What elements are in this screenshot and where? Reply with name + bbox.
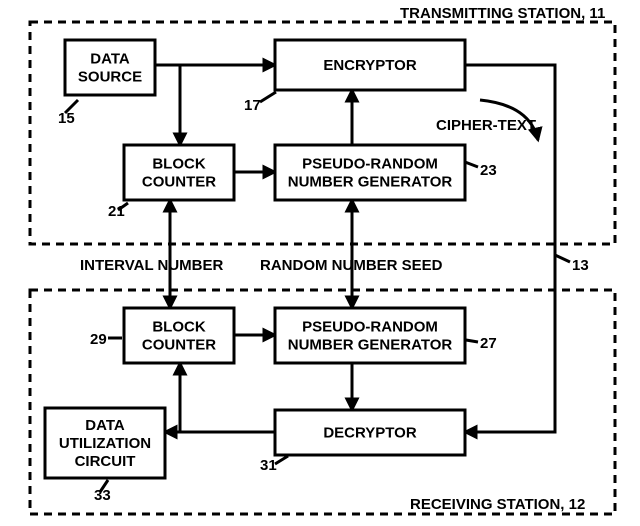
ref-data_source: 15 xyxy=(58,110,75,127)
ref-lead-channel xyxy=(555,255,570,262)
ref-block_counter_tx: 21 xyxy=(108,203,125,220)
container-title-tx: TRANSMITTING STATION, 11 xyxy=(400,5,605,22)
node-label-data_source: DATA xyxy=(90,51,130,68)
node-label-decryptor: DECRYPTOR xyxy=(323,425,417,442)
ref-lead-decryptor xyxy=(275,456,288,464)
node-block_counter_rx xyxy=(124,308,234,363)
text-label-2: RANDOM NUMBER SEED xyxy=(260,257,443,274)
node-label-prng_rx: NUMBER GENERATOR xyxy=(288,337,453,354)
node-label-data_source: SOURCE xyxy=(78,69,142,86)
node-label-data_util: CIRCUIT xyxy=(75,453,136,470)
node-data_source xyxy=(65,40,155,95)
node-label-prng_tx: PSEUDO-RANDOM xyxy=(302,156,438,173)
node-label-prng_tx: NUMBER GENERATOR xyxy=(288,174,453,191)
node-label-data_util: UTILIZATION xyxy=(59,435,151,452)
ref-lead-prng_rx xyxy=(466,340,478,342)
node-label-data_util: DATA xyxy=(85,417,125,434)
node-block_counter_tx xyxy=(124,145,234,200)
ref-prng_rx: 27 xyxy=(480,335,497,352)
ref-data_util: 33 xyxy=(94,487,111,504)
ref-lead-prng_tx xyxy=(465,162,478,167)
node-label-block_counter_rx: BLOCK xyxy=(152,319,205,336)
node-prng_tx xyxy=(275,145,465,200)
text-label-0: CIPHER-TEXT xyxy=(436,117,536,134)
text-label-1: INTERVAL NUMBER xyxy=(80,257,224,274)
node-label-encryptor: ENCRYPTOR xyxy=(323,57,417,74)
ref-encryptor: 17 xyxy=(244,97,261,114)
ref-lead-encryptor xyxy=(260,92,276,102)
node-label-block_counter_rx: COUNTER xyxy=(142,337,216,354)
ref-channel: 13 xyxy=(572,257,589,274)
ref-prng_tx: 23 xyxy=(480,162,497,179)
container-title-rx: RECEIVING STATION, 12 xyxy=(410,496,585,513)
node-label-block_counter_tx: BLOCK xyxy=(152,156,205,173)
ref-decryptor: 31 xyxy=(260,457,277,474)
node-label-prng_rx: PSEUDO-RANDOM xyxy=(302,319,438,336)
node-prng_rx xyxy=(275,308,465,363)
edge-dec_to_bc_rx xyxy=(180,363,275,432)
node-label-block_counter_tx: COUNTER xyxy=(142,174,216,191)
ref-block_counter_rx: 29 xyxy=(90,331,107,348)
